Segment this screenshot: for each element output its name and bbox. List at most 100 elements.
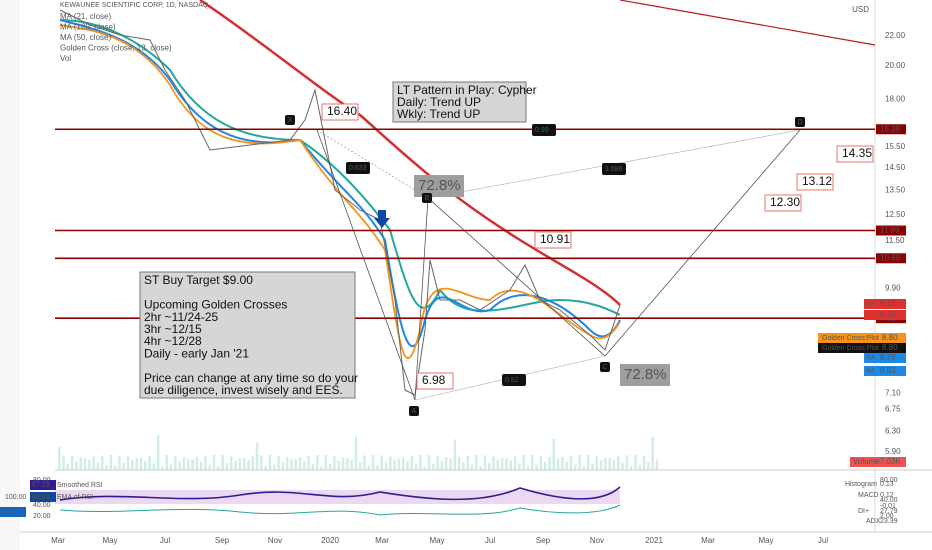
volume-tag xyxy=(850,457,906,467)
price-label-box xyxy=(836,145,874,163)
ma-tag-label: 9.41 xyxy=(880,299,896,308)
golden-tag-name: Golden Cross:Plot xyxy=(822,345,879,352)
point-box xyxy=(285,115,295,125)
volume-bar xyxy=(608,458,611,470)
point-box xyxy=(600,362,610,372)
volume-bar xyxy=(234,460,237,470)
toolbar[interactable] xyxy=(0,0,20,550)
volume-bar xyxy=(634,455,637,470)
golden-tag-label: 8.80 xyxy=(882,333,898,342)
volume-bar xyxy=(79,457,82,470)
price-tick-label: 11.50 xyxy=(885,236,905,245)
rsi-right-label: DI+ xyxy=(858,508,869,515)
volume-bar xyxy=(135,458,138,470)
volume-bar xyxy=(354,436,358,470)
price-tick-label: 7.10 xyxy=(885,389,901,398)
volume-bar xyxy=(268,455,272,470)
volume-bar xyxy=(212,455,216,470)
pct-label: 72.8% xyxy=(624,366,667,383)
price-tick-label: 6.30 xyxy=(885,426,901,435)
volume-bar xyxy=(651,436,654,470)
pct-label: 72.8% xyxy=(418,177,461,194)
ma-tag-value xyxy=(876,353,906,363)
rsi-left-label: 67.19 xyxy=(32,482,50,489)
volume-bar xyxy=(156,435,160,470)
ma-tag-label: 9.20 xyxy=(880,310,896,319)
volume-bar xyxy=(638,465,641,470)
volume-bar xyxy=(131,459,134,470)
volume-bar xyxy=(402,457,405,470)
price-label: 10.91 xyxy=(540,232,570,246)
price-label: 6.98 xyxy=(422,373,446,387)
volume-bar xyxy=(341,457,345,470)
rsi-right-label: MACD xyxy=(858,492,879,499)
volume-bar xyxy=(466,455,469,470)
volume-bar xyxy=(101,455,104,470)
volume-bar xyxy=(255,443,259,470)
volume-bar xyxy=(552,439,555,470)
ratio-label: 0.99 xyxy=(535,127,549,134)
level-tag-label: 16.38 xyxy=(880,124,901,133)
price-label: 13.12 xyxy=(802,174,832,188)
rsi-left-label: 54.29 xyxy=(3,509,21,516)
volume-bar xyxy=(612,460,616,470)
point-box xyxy=(422,193,432,203)
volume-bar xyxy=(126,456,130,470)
volume-bar xyxy=(449,458,452,470)
point-label: D xyxy=(797,119,802,126)
volume-bar xyxy=(195,456,199,470)
volume-bar xyxy=(371,455,375,470)
volume-bar xyxy=(152,463,156,470)
volume-bar xyxy=(457,456,461,470)
volume-bar xyxy=(522,455,525,470)
rsi-right-label: 23.39 xyxy=(880,518,898,525)
note-line: Upcoming Golden Crosses xyxy=(144,298,287,312)
price-label-box xyxy=(796,173,834,191)
indicator-legend: MA (21, close) xyxy=(60,12,111,21)
volume-bar xyxy=(113,465,117,470)
volume-bar xyxy=(440,461,444,470)
volume-bar xyxy=(367,465,371,470)
volume-bar xyxy=(118,455,121,470)
rsi-right-label: 40.00 xyxy=(880,497,898,504)
price-label: 16.40 xyxy=(327,104,357,118)
volume-bar xyxy=(509,460,512,470)
volume-bar xyxy=(328,463,332,470)
note-box xyxy=(139,271,356,399)
volume-bar xyxy=(423,466,426,470)
symbol: KEWAUNEE SCIENTIFIC CORP, 1D, NASDAQ xyxy=(60,2,209,9)
price-tick-label: 6.75 xyxy=(885,405,901,414)
volume-bar xyxy=(221,455,224,470)
ma-tag-name: MA xyxy=(866,369,875,375)
volume-bar xyxy=(629,465,633,470)
volume-bar xyxy=(83,458,87,470)
volume-bar xyxy=(281,461,285,470)
ma-tag-value xyxy=(876,366,906,376)
volume-bar xyxy=(604,457,607,470)
volume-bar xyxy=(346,458,349,470)
volume-bar xyxy=(337,460,340,470)
ratio-box xyxy=(502,374,526,386)
volume-bar xyxy=(470,465,474,470)
volume-bar xyxy=(642,455,646,470)
time-label: May xyxy=(429,536,444,545)
volume-bar xyxy=(324,455,328,470)
rsi-right-label: 80.00 xyxy=(880,477,898,484)
time-label: Nov xyxy=(590,536,604,545)
volume-bar xyxy=(273,464,276,470)
volume-bar xyxy=(316,455,319,470)
point-label: B xyxy=(425,195,430,202)
volume-bar xyxy=(513,456,517,470)
volume-bar xyxy=(303,461,306,470)
ma-tag-value xyxy=(876,299,906,309)
volume-bar xyxy=(96,462,100,470)
indicator-legend: Golden Cross (close, 13, close) xyxy=(60,44,172,53)
point-label: C xyxy=(602,364,607,371)
volume-bar xyxy=(320,466,323,470)
volume-bar xyxy=(242,458,246,470)
time-label: Nov xyxy=(268,536,282,545)
volume-bar xyxy=(548,457,551,470)
rsi-right-label: 0.12 xyxy=(880,492,894,499)
rsi-axis-label: 80.00 xyxy=(33,477,51,484)
volume-bar xyxy=(238,457,242,470)
